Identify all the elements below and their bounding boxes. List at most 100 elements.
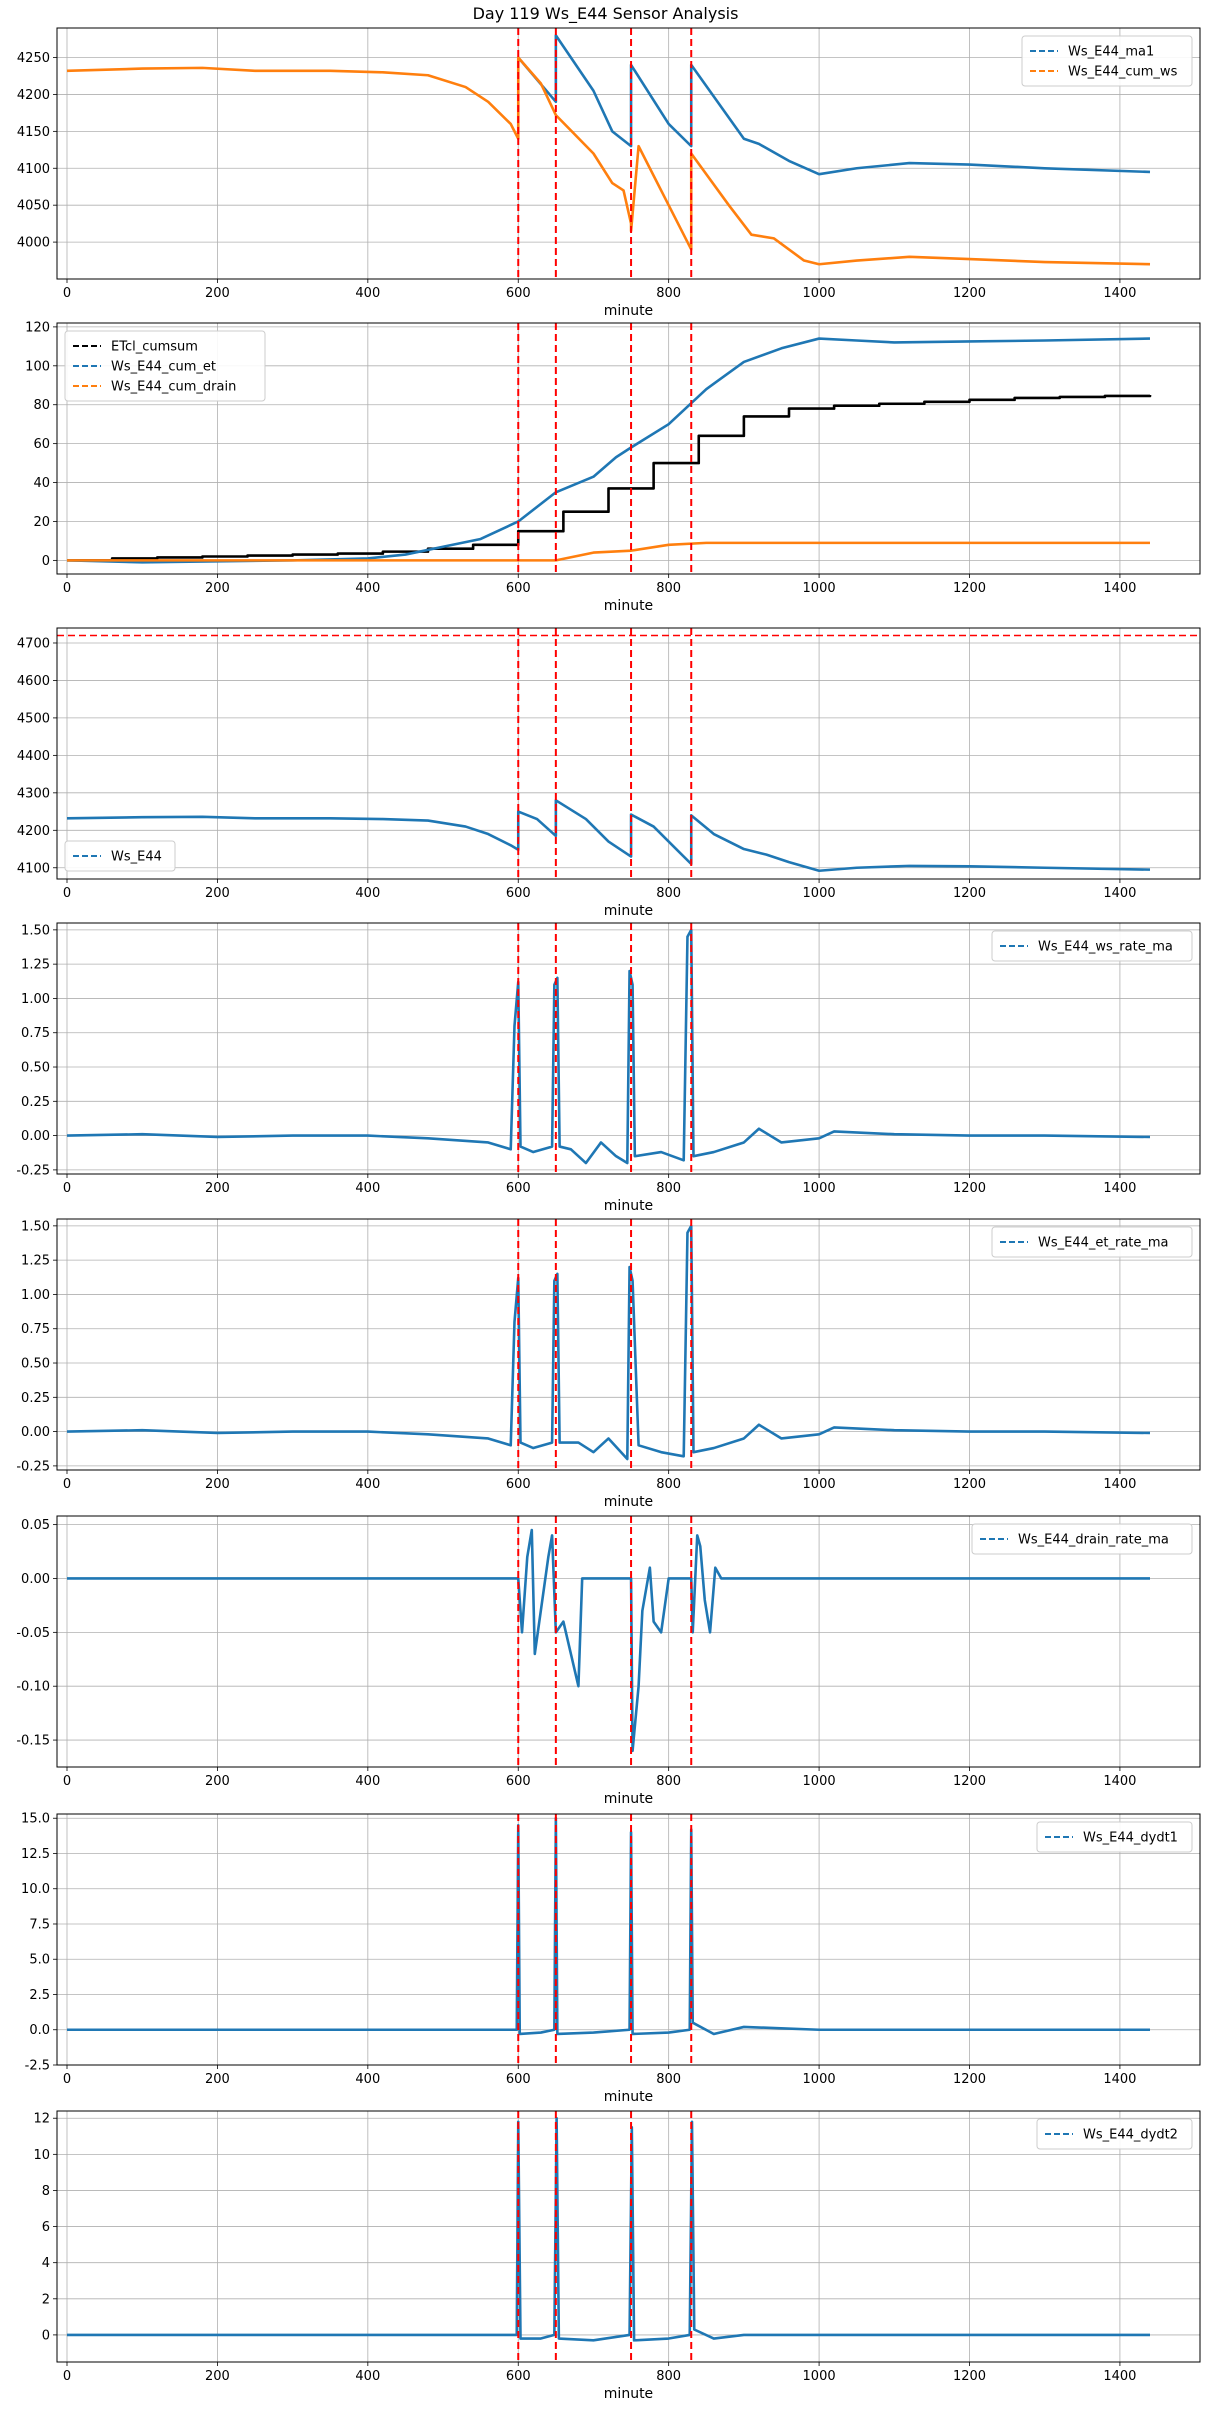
x-tick-label: 800	[656, 886, 681, 901]
y-tick-label: 1.25	[21, 958, 50, 973]
y-tick-label: 2.5	[29, 1988, 50, 2003]
x-tick-label: 1400	[1103, 1774, 1136, 1789]
x-tick-label: 400	[355, 1774, 380, 1789]
x-axis-label: minute	[604, 2089, 653, 2105]
legend-label: Ws_E44_ma1	[1068, 45, 1154, 60]
y-tick-label: 12.5	[21, 1847, 50, 1862]
y-tick-label: 1.50	[21, 1219, 50, 1234]
subplot-3: 0 200 400 600 800 1000 1200 1400 4100 4200 4300 440…	[17, 627, 1201, 919]
x-tick-label: 600	[506, 1477, 531, 1492]
x-axis-label: minute	[604, 2386, 653, 2402]
subplot-2: 0 200 400 600 800 1000 1200 1400 0 20 40 60 80 100 120…	[25, 320, 1201, 614]
axes-frame	[56, 1515, 1201, 1768]
subplot-4: 0 200 400 600 800 1000 1200 1400 -0.25 0.00 0.25 0.…	[16, 922, 1201, 1214]
series-line	[66, 928, 1151, 1165]
y-tick-label: 4000	[17, 236, 50, 251]
x-tick-label: 1000	[803, 581, 836, 596]
x-tick-label: 1400	[1103, 886, 1136, 901]
x-tick-label: 200	[205, 581, 230, 596]
y-tick-label: 40	[33, 476, 50, 491]
x-tick-label: 1200	[953, 1477, 986, 1492]
x-tick-label: 1200	[953, 1774, 986, 1789]
y-tick-label: 12	[33, 2112, 50, 2127]
axes-frame	[56, 1218, 1201, 1471]
y-tick-label: 60	[33, 437, 50, 452]
x-tick-label: 0	[63, 1477, 71, 1492]
x-tick-label: 1200	[953, 286, 986, 301]
subplot-5: 0 200 400 600 800 1000 1200 1400 -0.25 0.00 0.25 0.…	[16, 1218, 1201, 1510]
y-tick-label: -0.15	[16, 1734, 50, 1749]
legend-label: Ws_E44	[111, 850, 162, 865]
legend-frame	[64, 840, 176, 872]
legend-label: Ws_E44_dydt1	[1083, 1831, 1178, 1846]
y-tick-label: -0.05	[16, 1626, 50, 1641]
x-tick-label: 0	[63, 1181, 71, 1196]
series-line	[66, 56, 1151, 266]
legend-label: Ws_E44_cum_drain	[111, 380, 236, 395]
y-tick-label: -0.25	[16, 1163, 50, 1178]
series-line	[67, 394, 1152, 562]
x-axis-label: minute	[604, 903, 653, 919]
y-tick-label: 4250	[17, 51, 50, 66]
y-tick-label: 0.25	[21, 1391, 50, 1406]
y-tick-label: 0.50	[21, 1357, 50, 1372]
x-tick-label: 800	[656, 1774, 681, 1789]
y-tick-label: 1.00	[21, 992, 50, 1007]
x-tick-label: 600	[506, 1181, 531, 1196]
x-axis-label: minute	[604, 303, 653, 319]
legend: Ws_E44	[64, 840, 176, 872]
x-tick-label: 400	[355, 581, 380, 596]
y-tick-label: 4700	[17, 636, 50, 651]
y-tick-label: 4200	[17, 88, 50, 103]
y-tick-label: 0.00	[21, 1129, 50, 1144]
x-tick-label: 400	[355, 2072, 380, 2087]
x-tick-label: 1200	[953, 2072, 986, 2087]
x-tick-label: 0	[63, 886, 71, 901]
legend: Ws_E44_drain_rate_ma	[971, 1523, 1193, 1555]
legend: Ws_E44_ma1 Ws_E44_cum_ws	[1021, 35, 1193, 87]
x-tick-label: 1000	[803, 2369, 836, 2384]
y-tick-label: 4150	[17, 125, 50, 140]
y-tick-label: 4050	[17, 199, 50, 214]
legend-label: Ws_E44_et_rate_ma	[1038, 1236, 1169, 1251]
y-tick-label: 1.00	[21, 1288, 50, 1303]
x-tick-label: 1000	[803, 1181, 836, 1196]
axes-frame	[56, 322, 1201, 575]
y-tick-label: 0.00	[21, 1572, 50, 1587]
x-tick-label: 1200	[953, 2369, 986, 2384]
y-tick-label: 4	[42, 2256, 50, 2271]
x-tick-label: 800	[656, 581, 681, 596]
x-tick-label: 0	[63, 2369, 71, 2384]
x-tick-label: 1400	[1103, 2072, 1136, 2087]
axes-frame	[56, 922, 1201, 1175]
y-tick-label: 4200	[17, 824, 50, 839]
x-tick-label: 600	[506, 886, 531, 901]
legend-frame	[991, 930, 1193, 962]
legend-label: Ws_E44_drain_rate_ma	[1018, 1533, 1169, 1548]
x-tick-label: 400	[355, 286, 380, 301]
series-line	[67, 1816, 1150, 2036]
x-tick-label: 1000	[803, 1477, 836, 1492]
x-tick-label: 200	[205, 1774, 230, 1789]
x-tick-label: 0	[63, 2072, 71, 2087]
x-tick-label: 200	[205, 1477, 230, 1492]
x-tick-label: 400	[355, 886, 380, 901]
x-tick-label: 1400	[1103, 286, 1136, 301]
x-axis-label: minute	[604, 598, 653, 614]
legend: Ws_E44_dydt1	[1036, 1821, 1193, 1853]
series-line	[67, 1528, 1150, 1753]
y-tick-label: 0.75	[21, 1026, 50, 1041]
x-tick-label: 200	[205, 1181, 230, 1196]
x-tick-label: 800	[656, 2369, 681, 2384]
series-line	[67, 2116, 1150, 2342]
y-tick-label: 15.0	[21, 1812, 50, 1827]
x-tick-label: 800	[656, 2072, 681, 2087]
legend: Ws_E44_et_rate_ma	[991, 1226, 1193, 1258]
x-axis-label: minute	[604, 1791, 653, 1807]
y-tick-label: 6	[42, 2220, 50, 2235]
y-tick-label: -0.25	[16, 1459, 50, 1474]
x-tick-label: 600	[506, 581, 531, 596]
y-tick-label: 0.75	[21, 1322, 50, 1337]
y-tick-label: 100	[25, 359, 50, 374]
